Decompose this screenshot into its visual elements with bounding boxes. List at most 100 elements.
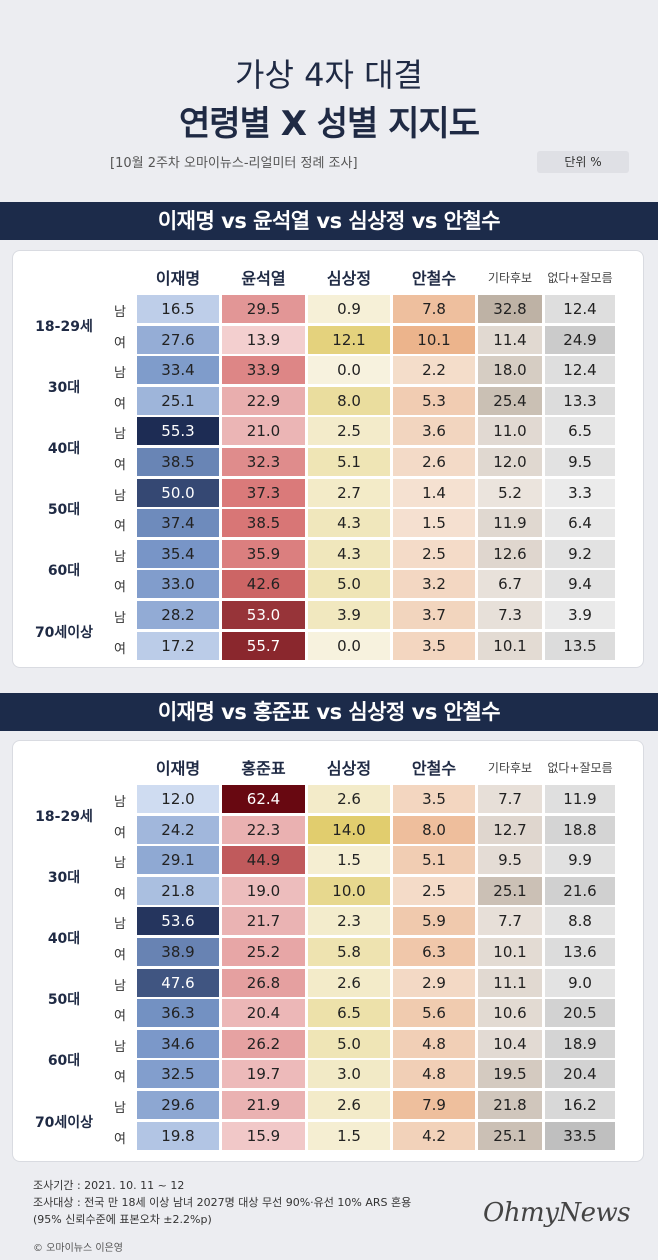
- data-cell: 7.7: [478, 785, 542, 813]
- data-cell: 13.5: [545, 631, 615, 660]
- data-cell: 11.4: [478, 325, 542, 354]
- data-cell: 21.9: [222, 1091, 305, 1119]
- data-cell: 32.8: [478, 295, 542, 323]
- data-cell: 10.1: [393, 325, 475, 354]
- data-cell: 21.0: [222, 417, 305, 446]
- data-cell: 6.4: [545, 509, 615, 538]
- data-cell: 62.4: [222, 785, 305, 813]
- data-cell: 29.1: [137, 846, 219, 875]
- data-cell: 33.4: [137, 356, 219, 385]
- data-cell: 10.0: [308, 876, 390, 905]
- data-cell: 3.7: [393, 601, 475, 629]
- data-cell: 24.9: [545, 325, 615, 354]
- data-cell: 2.5: [308, 417, 390, 446]
- data-cell: 25.4: [478, 386, 542, 415]
- data-cell: 4.8: [393, 1029, 475, 1058]
- survey-target: 조사대상 : 전국 만 18세 이상 남녀 2027명 대상 무선 90%·유선…: [33, 1196, 412, 1209]
- column-header: 이재명: [155, 269, 201, 288]
- data-cell: 8.8: [545, 907, 615, 936]
- sex-label: 여: [114, 396, 126, 412]
- sex-label: 남: [114, 549, 126, 565]
- data-cell: 2.7: [308, 478, 390, 507]
- column-header: 심상정: [326, 759, 372, 778]
- data-cell: 24.2: [137, 815, 219, 844]
- data-cell: 25.1: [478, 1121, 542, 1150]
- data-cell: 53.0: [222, 601, 305, 629]
- sex-label: 남: [114, 1101, 126, 1116]
- data-cell: 18.8: [545, 815, 615, 844]
- sex-label: 남: [114, 795, 126, 810]
- sex-label: 남: [114, 488, 126, 504]
- data-cell: 2.6: [393, 448, 475, 476]
- data-cell: 29.6: [137, 1091, 219, 1119]
- data-cell: 4.8: [393, 1060, 475, 1089]
- data-cell: 19.0: [222, 876, 305, 905]
- data-cell: 55.3: [137, 417, 219, 446]
- sex-label: 남: [114, 856, 126, 872]
- column-header: 윤석열: [241, 269, 286, 288]
- data-cell: 9.5: [545, 448, 615, 476]
- data-cell: 28.2: [137, 601, 219, 629]
- age-group-label: 60대: [47, 1053, 81, 1070]
- data-cell: 2.5: [393, 876, 475, 905]
- data-cell: 9.9: [545, 846, 615, 875]
- data-cell: 12.0: [478, 448, 542, 476]
- data-cell: 22.9: [222, 386, 305, 415]
- data-cell: 5.0: [308, 1029, 390, 1058]
- sex-label: 여: [114, 825, 126, 841]
- ohmynews-logo: OhmyNews: [483, 1198, 631, 1228]
- footer: 조사기간 : 2021. 10. 11 ~ 12 조사대상 : 전국 만 18세…: [33, 1177, 453, 1228]
- data-cell: 27.6: [137, 325, 219, 354]
- data-cell: 26.8: [222, 968, 305, 997]
- sex-label: 남: [114, 917, 126, 933]
- data-cell: 12.4: [545, 356, 615, 385]
- data-cell: 25.1: [478, 876, 542, 905]
- table1-panel: 이재명 윤석열 심상정 안철수 기타후보 없다+잘모름 18-29세 남 16.5 29.5 0.9…: [12, 250, 644, 668]
- data-cell: 8.0: [308, 386, 390, 415]
- column-header: 안철수: [411, 269, 457, 288]
- data-cell: 12.0: [137, 785, 219, 813]
- data-cell: 37.3: [222, 478, 305, 507]
- data-cell: 25.1: [137, 386, 219, 415]
- data-cell: 38.9: [137, 938, 219, 966]
- data-cell: 2.9: [393, 968, 475, 997]
- sex-label: 여: [114, 458, 126, 473]
- sex-label: 여: [114, 948, 126, 963]
- sex-label: 여: [114, 580, 126, 596]
- survey-period: 조사기간 : 2021. 10. 11 ~ 12: [33, 1179, 185, 1192]
- data-cell: 50.0: [137, 478, 219, 507]
- sex-label: 남: [114, 366, 126, 382]
- column-header: 홍준표: [241, 759, 286, 778]
- data-cell: 2.5: [393, 539, 475, 568]
- data-cell: 33.0: [137, 570, 219, 599]
- data-cell: 10.1: [478, 938, 542, 966]
- column-header: 기타후보: [487, 761, 533, 775]
- column-header: 이재명: [155, 759, 201, 778]
- data-cell: 33.9: [222, 356, 305, 385]
- sex-label: 남: [114, 611, 126, 626]
- data-cell: 21.8: [478, 1091, 542, 1119]
- data-cell: 1.5: [308, 1121, 390, 1150]
- data-cell: 8.0: [393, 815, 475, 844]
- data-cell: 1.5: [308, 846, 390, 875]
- data-cell: 21.7: [222, 907, 305, 936]
- data-cell: 0.0: [308, 356, 390, 385]
- section1-title: 이재명 vs 윤석열 vs 심상정 vs 안철수: [0, 202, 658, 240]
- data-cell: 11.9: [478, 509, 542, 538]
- data-cell: 7.8: [393, 295, 475, 323]
- data-cell: 13.6: [545, 938, 615, 966]
- data-cell: 6.5: [308, 999, 390, 1028]
- column-header: 심상정: [326, 269, 372, 288]
- age-group-label: 18-29세: [35, 808, 93, 825]
- sex-label: 남: [114, 427, 126, 443]
- data-cell: 5.3: [393, 386, 475, 415]
- sex-label: 여: [114, 519, 126, 535]
- column-header: 안철수: [411, 759, 457, 778]
- data-cell: 14.0: [308, 815, 390, 844]
- data-cell: 6.5: [545, 417, 615, 446]
- data-cell: 13.9: [222, 325, 305, 354]
- data-cell: 7.9: [393, 1091, 475, 1119]
- data-cell: 20.5: [545, 999, 615, 1028]
- data-cell: 2.6: [308, 968, 390, 997]
- data-cell: 33.5: [545, 1121, 615, 1150]
